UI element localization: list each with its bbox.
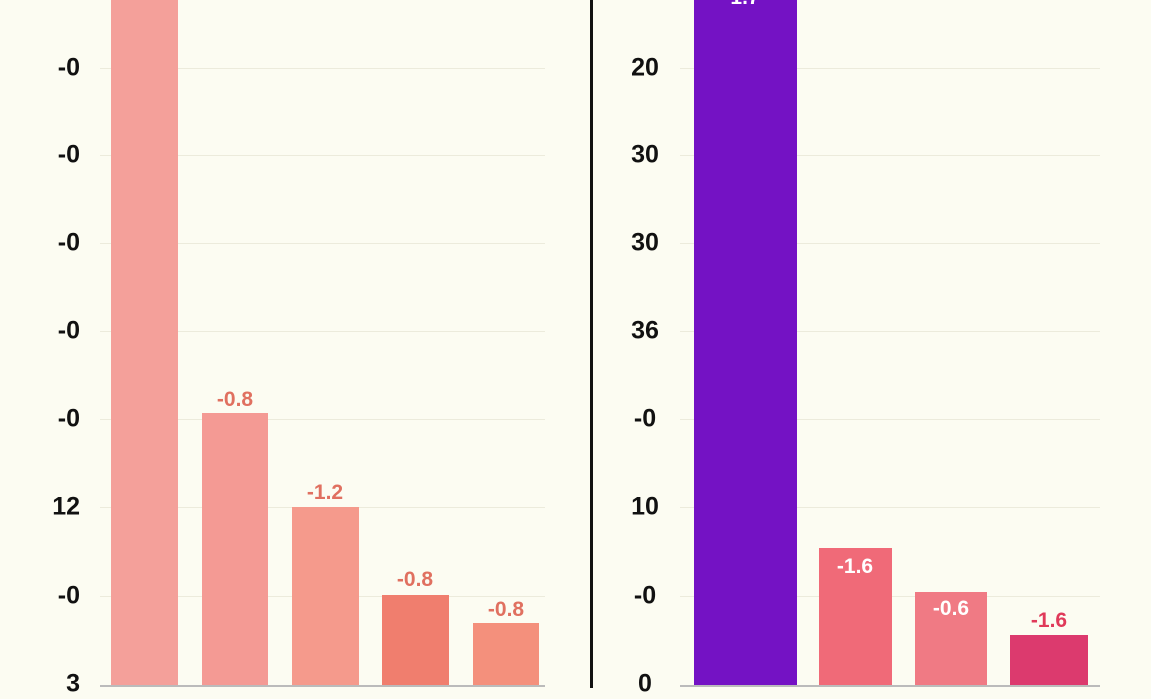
grid-line — [100, 331, 545, 332]
bar-label: -1.6 — [1030, 609, 1068, 632]
bar-label: 1.7 — [730, 0, 759, 10]
y-tick-label: -0 — [57, 316, 80, 345]
bar — [111, 0, 178, 686]
bar-label: -0.6 — [932, 597, 970, 620]
bar — [202, 413, 268, 686]
y-tick-label: 30 — [631, 140, 659, 169]
bar — [819, 548, 892, 686]
bar-label: -1.2 — [306, 481, 344, 504]
y-tick-label: 20 — [631, 53, 659, 82]
baseline — [100, 685, 545, 687]
y-tick-label: 0 — [638, 669, 652, 698]
grid-line — [680, 155, 1100, 156]
bar-label: -1.6 — [836, 555, 874, 578]
y-tick-label: -0 — [57, 53, 80, 82]
bar — [473, 623, 539, 686]
grid-line — [100, 419, 545, 420]
grid-line — [680, 243, 1100, 244]
bar — [915, 592, 987, 686]
y-tick-label: -0 — [57, 581, 80, 610]
y-tick-label: 10 — [631, 492, 659, 521]
divider — [590, 0, 593, 688]
grid-line — [680, 68, 1100, 69]
grid-line — [680, 419, 1100, 420]
grid-line — [680, 507, 1100, 508]
bar-label: -0.8 — [487, 598, 525, 621]
grid-line — [680, 331, 1100, 332]
bar — [1010, 635, 1088, 686]
y-tick-label: -0 — [57, 228, 80, 257]
y-tick-label: 30 — [631, 228, 659, 257]
grid-line — [100, 68, 545, 69]
y-tick-label: -0 — [633, 404, 657, 433]
y-tick-label: 12 — [52, 492, 80, 521]
y-tick-label: 36 — [631, 316, 659, 345]
bar-label: -0.8 — [216, 388, 254, 411]
bar-label: -0.8 — [396, 568, 434, 591]
bar — [292, 507, 359, 686]
y-tick-label: 3 — [66, 669, 80, 698]
grid-line — [100, 155, 545, 156]
bar — [694, 0, 797, 686]
y-tick-label: -0 — [57, 140, 80, 169]
grid-line — [100, 243, 545, 244]
baseline — [680, 685, 1100, 687]
y-tick-label: -0 — [57, 404, 80, 433]
bar — [382, 595, 449, 686]
y-tick-label: -0 — [633, 581, 657, 610]
